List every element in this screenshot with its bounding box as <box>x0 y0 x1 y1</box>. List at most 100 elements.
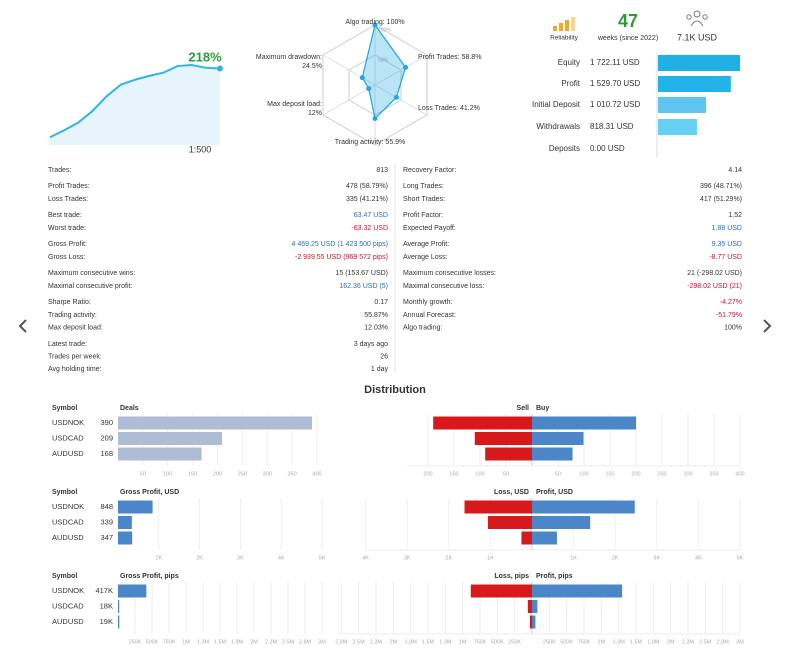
neg-bar <box>527 600 532 613</box>
bar <box>118 416 313 430</box>
balance-value: 1 010.72 USD <box>590 100 640 109</box>
x-tick-label: 1.3M <box>613 639 626 645</box>
header: Symbol <box>52 573 77 580</box>
stat-value: 1.52 <box>728 212 742 219</box>
value-label: 209 <box>100 433 113 442</box>
header: Gross Profit, USD <box>120 489 179 496</box>
header: Symbol <box>52 405 77 412</box>
x-tick-label: 250K <box>508 639 521 645</box>
x-tick-label: 1K <box>155 555 162 561</box>
x-tick-label: 1K <box>570 555 577 561</box>
x-tick-label: 2.5M <box>353 639 366 645</box>
value-label: 848 <box>100 502 113 511</box>
x-tick-label: 750K <box>578 639 591 645</box>
funds: 7.1K USD <box>677 32 718 42</box>
x-tick-label: 2.5M <box>282 639 295 645</box>
x-tick-label: 4K <box>278 555 285 561</box>
balance-value: 0.00 USD <box>590 144 625 153</box>
stat-value: 100% <box>724 324 742 331</box>
x-tick-label: 5K <box>737 555 744 561</box>
value-label: 390 <box>100 418 113 427</box>
stat-value: 162.36 USD (5) <box>339 283 388 290</box>
symbol: AUDUSD <box>52 533 84 542</box>
x-tick-label: 2.3M <box>682 639 695 645</box>
x-tick-label: 200 <box>213 471 222 477</box>
pos-bar <box>532 516 591 529</box>
value-label: 18K <box>100 601 113 610</box>
stat-label: Gross Loss: <box>48 254 85 261</box>
stat-label: Max deposit load: <box>48 324 103 331</box>
symbol: AUDUSD <box>52 449 84 458</box>
x-tick-label: 1.8M <box>405 639 418 645</box>
x-tick-label: 1.5M <box>422 639 435 645</box>
balance-bar <box>658 55 740 71</box>
neg-bar <box>485 447 532 461</box>
next-arrow[interactable] <box>763 319 772 333</box>
x-tick-label: 3M <box>736 639 744 645</box>
bar <box>118 432 222 445</box>
x-tick-label: 250K <box>543 639 556 645</box>
x-tick-label: 3K <box>237 555 244 561</box>
stat-label: Trades per week: <box>48 353 102 360</box>
x-tick-label: 400 <box>735 471 744 477</box>
x-tick-label: 5K <box>319 555 326 561</box>
neg-bar <box>433 416 532 430</box>
pos-bar <box>532 500 635 514</box>
x-tick-label: 2K <box>196 555 203 561</box>
value-label: 168 <box>100 449 113 458</box>
stat-label: Maximal consecutive profit: <box>48 283 132 290</box>
x-tick-label: 150 <box>188 471 197 477</box>
x-tick-label: 3M <box>318 639 326 645</box>
x-tick-label: 300 <box>683 471 692 477</box>
stat-value: 4.14 <box>728 167 742 174</box>
symbol: USDCAD <box>52 433 84 442</box>
stat-label: Maximum consecutive wins: <box>48 270 135 277</box>
pos-bar <box>532 416 636 430</box>
x-tick-label: 3K <box>404 555 411 561</box>
x-tick-label: 1.3M <box>197 639 210 645</box>
x-tick-label: 1.5M <box>630 639 643 645</box>
radar-tick-label: 50% <box>378 57 389 63</box>
x-tick-label: 1M <box>598 639 606 645</box>
bar <box>118 500 153 514</box>
stat-label: Trading activity: <box>48 312 97 319</box>
x-tick-label: 100 <box>579 471 588 477</box>
stat-value: 0.17 <box>374 299 388 306</box>
radar-spoke <box>374 84 428 116</box>
balance-label: Withdrawals <box>536 122 580 131</box>
prev-arrow[interactable] <box>18 319 27 333</box>
stat-label: Trades: <box>48 167 72 174</box>
value-label: 417K <box>95 586 113 595</box>
stat-label: Avg holding time: <box>48 366 102 373</box>
radar-point <box>366 86 372 92</box>
header: Buy <box>536 405 549 412</box>
x-tick-label: 2.3M <box>370 639 383 645</box>
neg-bar <box>474 432 532 445</box>
x-tick-label: 1M <box>182 639 190 645</box>
x-tick-label: 500K <box>560 639 573 645</box>
x-tick-label: 350 <box>709 471 718 477</box>
stat-value: 813 <box>376 167 388 174</box>
radar-label: Max deposit load: <box>267 101 322 108</box>
x-tick-label: 1.8M <box>231 639 244 645</box>
stat-label: Worst trade: <box>48 225 86 232</box>
balance-value: 1 529.70 USD <box>590 79 640 88</box>
stat-value: 1.88 USD <box>712 225 742 232</box>
x-tick-label: 1.5M <box>214 639 227 645</box>
stat-label: Sharpe Ratio: <box>48 299 91 306</box>
stat-value: 9.35 USD <box>712 241 742 248</box>
x-tick-label: 200 <box>423 471 432 477</box>
x-tick-label: 1.3M <box>439 639 452 645</box>
x-tick-label: 2.3M <box>265 639 278 645</box>
radar-label: Maximum drawdown: <box>256 54 322 61</box>
stat-label: Long Trades: <box>403 183 444 190</box>
radar-point <box>372 22 378 28</box>
x-tick-label: 4K <box>362 555 369 561</box>
x-tick-label: 1M <box>459 639 467 645</box>
x-tick-label: 250 <box>657 471 666 477</box>
stat-value: -4.27% <box>720 299 742 306</box>
balance-value: 1 722.11 USD <box>590 58 640 67</box>
stat-label: Monthly growth: <box>403 299 452 306</box>
